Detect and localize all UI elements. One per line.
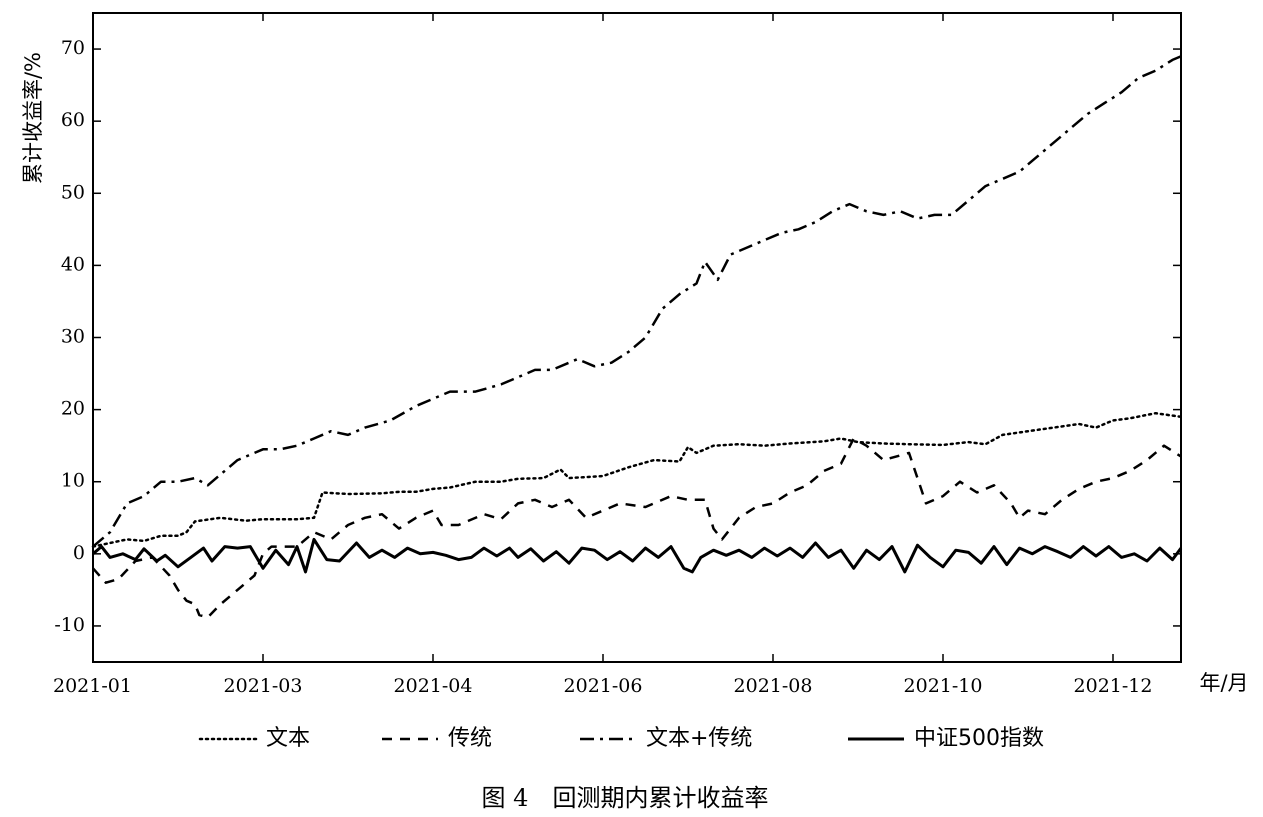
x-tick-label: 2021-10 <box>904 675 983 697</box>
y-tick-label: 40 <box>61 253 85 275</box>
legend: 文本 传统 文本+传统 中证500指数 <box>198 726 1044 751</box>
y-tick-label: 20 <box>61 398 85 420</box>
x-axis-title: 年/月 <box>1199 671 1248 695</box>
series-line-2 <box>92 55 1182 548</box>
series-line-3 <box>92 537 1183 574</box>
legend-label-0: 文本 <box>266 726 310 751</box>
legend-label-1: 传统 <box>448 726 492 751</box>
x-tick-label: 2021-04 <box>394 675 473 697</box>
figure-caption: 图 4 回测期内累计收益率 <box>482 784 769 812</box>
x-tick-label: 2021-06 <box>564 675 643 697</box>
y-tick-label: 30 <box>61 326 85 348</box>
legend-label-2: 文本+传统 <box>646 726 752 751</box>
y-axis-title: 累计收益率/% <box>21 52 45 184</box>
legend-label-3: 中证500指数 <box>914 726 1044 751</box>
y-tick-label: -10 <box>54 614 85 636</box>
series-lines <box>91 55 1183 619</box>
series-line-1 <box>92 437 1182 619</box>
y-tick-label: 10 <box>61 470 85 492</box>
y-tick-label: 0 <box>73 542 85 564</box>
plot-frame <box>92 12 1182 663</box>
y-tick-label: 70 <box>61 37 85 59</box>
x-tick-label: 2021-03 <box>224 675 303 697</box>
series-line-0 <box>91 411 1183 548</box>
y-tick-label: 50 <box>61 181 85 203</box>
x-tick-label: 2021-12 <box>1074 675 1153 697</box>
x-axis: 2021-01 2021-03 2021-04 2021-06 2021-08 2021-… <box>53 13 1152 697</box>
x-tick-label: 2021-08 <box>734 675 813 697</box>
y-axis: -10 0 10 20 30 40 50 60 70 <box>54 37 1181 636</box>
y-tick-label: 60 <box>61 109 85 131</box>
x-tick-label: 2021-01 <box>53 675 132 697</box>
